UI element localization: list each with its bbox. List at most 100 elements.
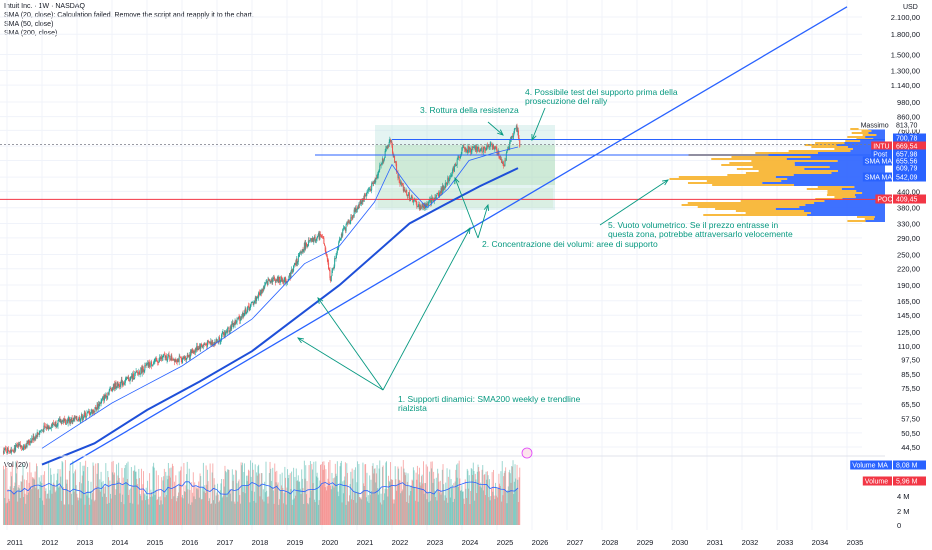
volume-bar [483, 474, 485, 525]
annotation-arrow [382, 227, 471, 391]
chart-lines [0, 6, 885, 466]
volume-bar [392, 499, 394, 525]
volume-bar [387, 496, 389, 525]
candle-body [437, 193, 439, 194]
candle-body [448, 179, 450, 182]
volume-bar [294, 476, 296, 525]
candle-body [215, 341, 217, 343]
candle-body [343, 227, 345, 229]
vp-bar-up [752, 166, 830, 168]
candle-body [486, 145, 488, 148]
candle-body [278, 276, 280, 283]
volume-bar [154, 494, 156, 525]
candle-body [103, 394, 105, 401]
volume-bar [241, 465, 243, 525]
candle-body [374, 180, 376, 183]
indicator-sma50[interactable]: SMA (50, close) [4, 21, 54, 28]
volume-bar [493, 469, 494, 525]
candle-body [474, 146, 476, 151]
volume-bar [31, 489, 33, 525]
candle-body [92, 410, 94, 414]
candle-body [230, 326, 232, 330]
candle-body [60, 420, 62, 424]
volume-bar [19, 488, 21, 525]
volume-bar [9, 501, 11, 525]
candle-body [210, 341, 212, 345]
x-tick-label: 2035 [847, 538, 864, 547]
candle-body [426, 203, 428, 207]
candle-body [154, 358, 156, 362]
volume-bar [511, 466, 513, 525]
volume-bar [394, 466, 396, 525]
volume-indicator-label[interactable]: Vol (20) [4, 462, 29, 469]
candle-body [430, 199, 432, 204]
volume-bar [50, 474, 52, 525]
volume-bar [22, 464, 24, 525]
vp-bar-down [871, 130, 885, 132]
candle-body [143, 369, 144, 372]
annotation-arrow [317, 297, 384, 391]
candle-body [8, 451, 10, 452]
indicator-sma200[interactable]: SMA (200, close) [4, 30, 58, 37]
candle-body [497, 151, 499, 156]
volume-bar [356, 482, 358, 525]
indicator-sma20[interactable]: SMA (20, close): Calculation failed. Rem… [4, 12, 254, 19]
candle-body [252, 302, 254, 305]
candle-body [408, 192, 410, 195]
volume-bar [58, 487, 60, 525]
x-tick-label: 2026 [532, 538, 549, 547]
price-tag-bg [893, 172, 926, 182]
volume-bar [151, 492, 153, 525]
volume-bar [278, 499, 280, 525]
candle-body [340, 233, 342, 239]
candle-body [501, 161, 503, 163]
candle-body [188, 356, 190, 358]
volume-bar [470, 490, 472, 525]
volume-bar [130, 467, 132, 525]
volume-bar [219, 490, 221, 525]
volume-bar [354, 492, 356, 525]
volume-bar [429, 500, 431, 525]
volume-bar [509, 469, 511, 525]
candle-body [293, 264, 295, 266]
candle-body [239, 316, 241, 321]
candle-body [501, 159, 503, 163]
vp-bar-up [729, 162, 795, 164]
volume-bar [231, 469, 233, 525]
candle-body [118, 383, 120, 387]
volume-bar [178, 471, 180, 525]
volume-bar [312, 483, 314, 525]
volume-bar [184, 491, 186, 525]
vp-bar-down [793, 174, 885, 176]
volume-bar [276, 484, 278, 525]
candle-body [291, 269, 293, 272]
volume-bar [445, 497, 447, 525]
volume-bar [335, 473, 337, 525]
volume-bar [460, 490, 462, 525]
candle-body [308, 240, 310, 242]
candle-body [351, 217, 353, 219]
candle-body [30, 441, 32, 443]
x-tick-label: 2019 [287, 538, 304, 547]
candle-body [41, 429, 43, 431]
volume-bar [135, 471, 137, 525]
volume-bar [320, 465, 322, 525]
volume-bar [163, 468, 165, 525]
volume-bar [225, 470, 227, 525]
vp-bar-down [865, 136, 885, 138]
volume-bar [148, 504, 150, 525]
volume-bar [77, 500, 79, 525]
candle-body [367, 190, 369, 192]
candle-body [173, 358, 175, 361]
volume-bar [142, 484, 144, 525]
volume-bar [189, 490, 191, 525]
volume-bar [105, 497, 107, 525]
volume-bar [165, 471, 167, 525]
volume-bar [350, 499, 352, 525]
volume-bar [295, 495, 297, 525]
candle-body [11, 449, 13, 453]
volume-bar [516, 464, 518, 525]
volume-bar [7, 502, 9, 525]
candle-body [275, 279, 277, 283]
